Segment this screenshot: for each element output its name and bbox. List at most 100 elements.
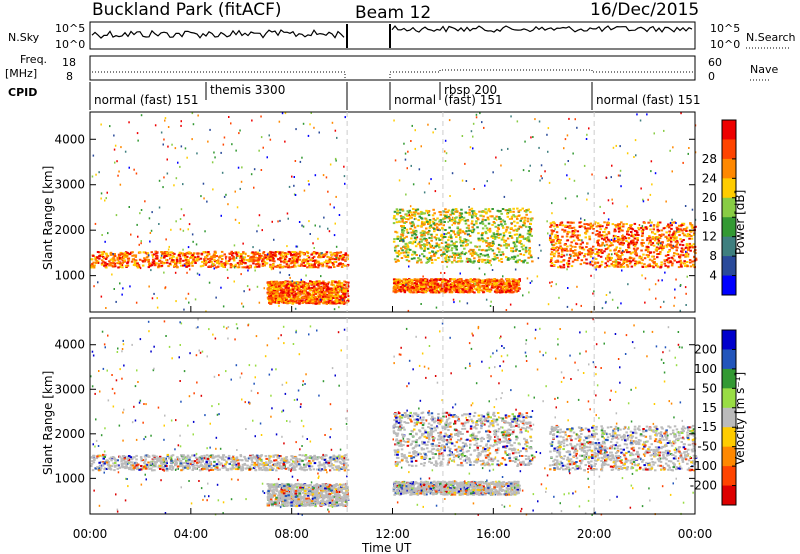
echo-cell bbox=[528, 250, 532, 253]
echo-cell bbox=[234, 190, 236, 193]
echo-cell bbox=[511, 222, 513, 225]
echo-cell bbox=[301, 290, 305, 293]
echo-cell bbox=[515, 283, 519, 286]
echo-cell bbox=[444, 241, 448, 244]
echo-cell bbox=[202, 182, 205, 185]
echo-cell bbox=[229, 266, 233, 269]
echo-cell bbox=[574, 249, 577, 252]
echo-cell bbox=[609, 291, 611, 294]
echo-cell bbox=[476, 217, 479, 220]
echo-cell bbox=[306, 254, 309, 257]
echo-cell bbox=[599, 228, 602, 231]
echo-cell bbox=[297, 283, 300, 286]
echo-cell bbox=[485, 232, 488, 235]
echo-cell bbox=[419, 238, 422, 241]
echo-cell bbox=[291, 257, 294, 259]
echo-cell bbox=[494, 286, 497, 289]
echo-cell bbox=[453, 245, 457, 248]
echo-cell bbox=[601, 225, 604, 228]
echo-cell bbox=[117, 253, 121, 256]
echo-cell bbox=[434, 245, 437, 248]
echo-cell bbox=[546, 220, 548, 223]
echo-cell bbox=[393, 258, 397, 261]
echo-cell bbox=[508, 218, 512, 220]
echo-cell bbox=[584, 236, 587, 239]
echo-cell bbox=[468, 260, 471, 263]
echo-cell bbox=[619, 174, 621, 177]
echo-cell bbox=[287, 293, 291, 296]
echo-cell bbox=[152, 260, 156, 262]
echo-cell bbox=[207, 253, 210, 256]
echo-cell bbox=[646, 248, 650, 251]
echo-cell bbox=[405, 228, 409, 231]
echo-cell bbox=[688, 259, 692, 261]
echo-cell bbox=[394, 249, 397, 252]
echo-cell bbox=[568, 224, 572, 227]
echo-cell bbox=[600, 237, 604, 240]
echo-cell bbox=[162, 252, 165, 255]
echo-cell bbox=[404, 247, 407, 250]
echo-cell bbox=[455, 240, 458, 243]
echo-cell bbox=[397, 250, 401, 253]
echo-cell bbox=[478, 255, 482, 258]
echo-cell bbox=[423, 289, 426, 292]
echo-cell bbox=[520, 245, 524, 248]
echo-cell bbox=[549, 253, 553, 256]
echo-cell bbox=[636, 248, 638, 251]
echo-cell bbox=[297, 252, 300, 255]
echo-cell bbox=[401, 220, 404, 223]
echo-cell bbox=[304, 285, 307, 288]
echo-cell bbox=[429, 289, 433, 292]
echo-cell bbox=[483, 239, 486, 242]
echo-cell bbox=[395, 251, 398, 254]
echo-cell bbox=[257, 259, 260, 262]
echo-cell bbox=[595, 268, 597, 271]
echo-cell bbox=[443, 217, 447, 220]
echo-cell bbox=[139, 212, 141, 215]
echo-cell bbox=[487, 242, 490, 245]
echo-cell bbox=[611, 223, 615, 226]
echo-cell bbox=[302, 292, 305, 295]
echo-cell bbox=[330, 254, 334, 257]
echo-cell bbox=[588, 227, 592, 230]
echo-cell bbox=[427, 214, 431, 217]
echo-cell bbox=[154, 250, 157, 253]
echo-cell bbox=[633, 237, 637, 240]
echo-cell bbox=[336, 286, 340, 289]
echo-cell bbox=[221, 258, 224, 260]
echo-cell bbox=[627, 242, 631, 245]
echo-cell bbox=[327, 294, 330, 297]
echo-cell bbox=[621, 229, 624, 232]
echo-cell bbox=[399, 215, 403, 217]
echo-cell bbox=[510, 227, 513, 230]
echo-cell bbox=[596, 241, 599, 244]
echo-cell bbox=[312, 281, 316, 283]
echo-cell bbox=[207, 261, 211, 264]
echo-cell bbox=[216, 262, 219, 265]
echo-cell bbox=[527, 208, 530, 211]
echo-cell bbox=[576, 230, 580, 233]
echo-cell bbox=[295, 258, 299, 261]
echo-cell bbox=[457, 234, 460, 236]
echo-cell bbox=[291, 290, 295, 293]
echo-cell bbox=[95, 261, 98, 264]
echo-cell bbox=[92, 265, 95, 268]
echo-cell bbox=[494, 282, 498, 285]
echo-cell bbox=[463, 219, 467, 222]
echo-cell bbox=[449, 213, 452, 216]
echo-cell bbox=[581, 241, 584, 244]
echo-cell bbox=[563, 243, 567, 246]
echo-cell bbox=[297, 298, 301, 300]
echo-cell bbox=[652, 266, 655, 269]
echo-cell bbox=[688, 246, 692, 249]
echo-cell bbox=[327, 302, 331, 304]
echo-cell bbox=[279, 299, 282, 302]
echo-cell bbox=[203, 262, 206, 265]
echo-cell bbox=[458, 214, 462, 217]
echo-cell bbox=[499, 210, 502, 213]
echo-cell bbox=[309, 282, 312, 285]
echo-cell bbox=[302, 252, 305, 255]
echo-cell bbox=[335, 299, 339, 302]
echo-cell bbox=[111, 265, 115, 268]
echo-cell bbox=[440, 283, 444, 286]
